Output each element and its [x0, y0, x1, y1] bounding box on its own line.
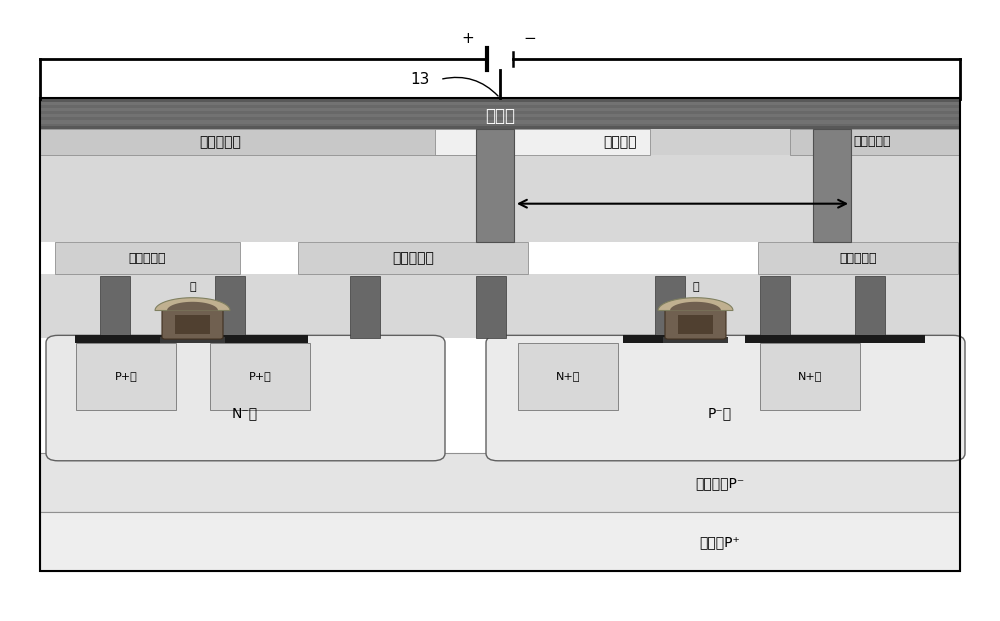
- Text: 硅衬底P⁺: 硅衬底P⁺: [700, 535, 740, 549]
- Bar: [40, 120, 960, 124]
- Text: 13: 13: [411, 72, 430, 87]
- Bar: [55, 242, 240, 274]
- Text: N+漏: N+漏: [798, 371, 822, 381]
- Bar: [760, 276, 790, 338]
- Bar: [76, 343, 176, 410]
- Bar: [160, 337, 225, 343]
- Bar: [40, 129, 960, 155]
- Text: 加热板: 加热板: [485, 107, 515, 124]
- Text: P+漏: P+漏: [249, 371, 271, 381]
- Text: 第二接触层: 第二接触层: [853, 135, 891, 148]
- Bar: [40, 126, 960, 129]
- Bar: [100, 276, 130, 338]
- Text: −: −: [524, 31, 536, 46]
- Polygon shape: [670, 302, 721, 310]
- Text: P+源: P+源: [115, 371, 137, 381]
- Bar: [215, 276, 245, 338]
- Bar: [476, 129, 514, 242]
- Bar: [745, 335, 925, 343]
- Bar: [855, 276, 885, 338]
- Bar: [40, 98, 960, 102]
- Bar: [40, 117, 960, 120]
- Text: 第一接触层: 第一接触层: [392, 252, 434, 265]
- Text: 栅: 栅: [189, 282, 196, 292]
- Bar: [40, 155, 960, 242]
- Bar: [435, 129, 650, 155]
- Polygon shape: [155, 297, 230, 310]
- Bar: [75, 335, 260, 343]
- Text: 第一接触层: 第一接触层: [839, 252, 877, 265]
- FancyBboxPatch shape: [665, 309, 726, 339]
- Bar: [210, 335, 308, 343]
- Bar: [210, 343, 310, 410]
- Bar: [790, 129, 960, 155]
- Bar: [655, 276, 685, 338]
- Bar: [476, 276, 506, 338]
- Bar: [40, 453, 960, 512]
- Text: 栅: 栅: [692, 282, 699, 292]
- Bar: [40, 274, 960, 338]
- Bar: [663, 337, 728, 343]
- FancyBboxPatch shape: [46, 335, 445, 461]
- Text: +: +: [462, 31, 474, 46]
- Text: 硅外延层P⁻: 硅外延层P⁻: [695, 476, 745, 490]
- Bar: [298, 242, 528, 274]
- Bar: [40, 105, 960, 108]
- Bar: [40, 111, 960, 114]
- Bar: [760, 343, 860, 410]
- Polygon shape: [658, 297, 733, 310]
- Text: 连接通孔: 连接通孔: [603, 135, 637, 149]
- Bar: [40, 102, 960, 105]
- Bar: [40, 512, 960, 571]
- Text: N⁻阱: N⁻阱: [232, 406, 258, 420]
- Bar: [518, 343, 618, 410]
- Bar: [758, 242, 958, 274]
- Bar: [623, 335, 721, 343]
- Text: P⁻阱: P⁻阱: [708, 406, 732, 420]
- Bar: [350, 276, 380, 338]
- Text: 第一接触层: 第一接触层: [128, 252, 166, 265]
- Polygon shape: [167, 302, 218, 310]
- Bar: [678, 315, 713, 334]
- Bar: [40, 98, 960, 571]
- FancyBboxPatch shape: [162, 309, 223, 339]
- Text: N+源: N+源: [556, 371, 580, 381]
- Bar: [40, 124, 960, 127]
- Bar: [175, 315, 210, 334]
- Bar: [40, 129, 475, 155]
- Bar: [813, 129, 851, 242]
- Bar: [40, 108, 960, 111]
- Text: 第二接触层: 第二接触层: [199, 135, 241, 149]
- FancyBboxPatch shape: [486, 335, 965, 461]
- Bar: [40, 114, 960, 117]
